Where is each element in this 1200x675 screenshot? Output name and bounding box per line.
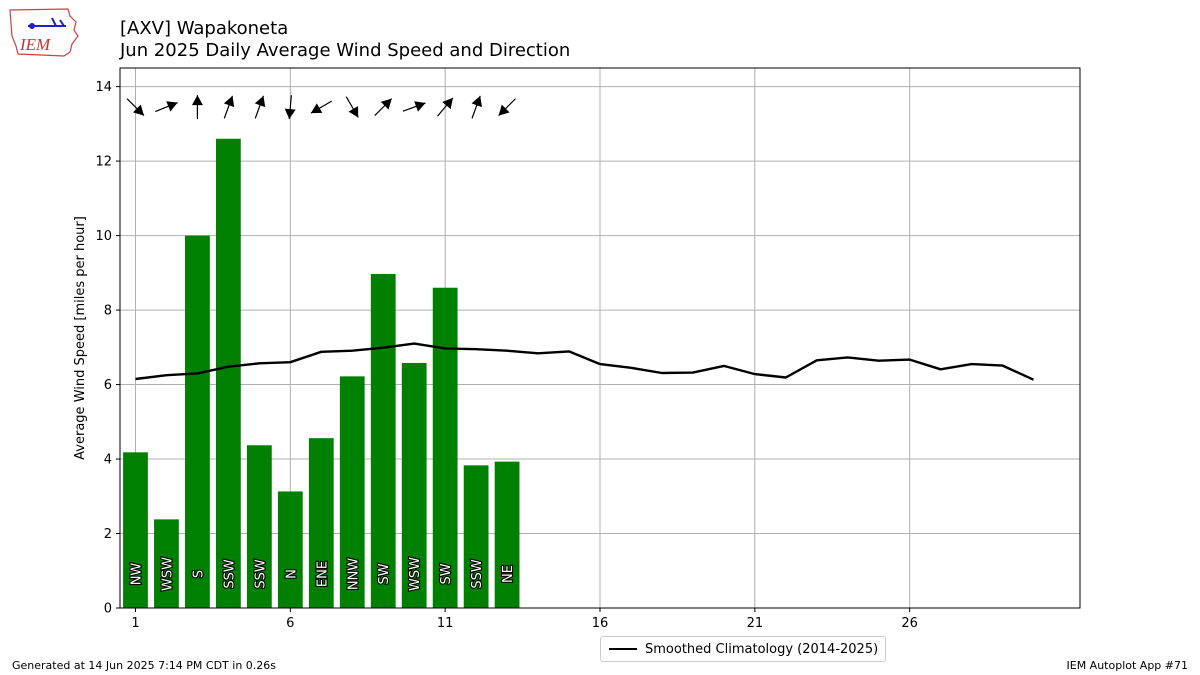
bar [494, 461, 520, 608]
bar [123, 452, 148, 608]
x-tick-label: 21 [747, 616, 764, 631]
wind-arrow [471, 95, 482, 119]
wind-arrow [126, 98, 145, 117]
y-tick-label: 8 [104, 304, 112, 319]
bar [308, 438, 334, 608]
direction-labels: NW WSW S SSW SSW N ENE NNW SW WSW SW SSW NE [128, 556, 517, 592]
chart-title-line1: [AXV] Wapakoneta [120, 18, 289, 39]
y-tick-label: 4 [104, 453, 112, 468]
y-tick-label: 10 [95, 229, 112, 244]
bar [154, 519, 179, 608]
wind-arrow [436, 97, 454, 117]
wind-arrow [402, 101, 426, 112]
direction-label: SW [377, 563, 392, 584]
bar [216, 138, 241, 609]
direction-label: NW [129, 563, 144, 586]
direction-label: ENE [315, 561, 330, 587]
generated-timestamp: Generated at 14 Jun 2025 7:14 PM CDT in … [12, 659, 277, 672]
legend-line-swatch [609, 648, 637, 650]
wind-arrow [310, 100, 332, 114]
grid-lines [120, 68, 1080, 609]
direction-label: SSW [470, 559, 485, 589]
bar [277, 491, 303, 608]
bar [339, 376, 365, 608]
bars [123, 138, 520, 609]
y-axis-label: Average Wind Speed [miles per hour] [73, 216, 88, 460]
direction-label: WSW [160, 557, 175, 591]
direction-label: NE [501, 565, 516, 583]
legend-label: Smoothed Climatology (2014-2025) [645, 641, 879, 657]
y-tick-label: 6 [104, 378, 112, 393]
direction-label: SW [439, 563, 454, 584]
legend: Smoothed Climatology (2014-2025) [600, 636, 887, 662]
wind-arrow [191, 95, 203, 120]
bar [401, 362, 427, 608]
x-tick-label: 1 [131, 616, 139, 631]
app-id: IEM Autoplot App #71 [1066, 659, 1189, 672]
bar [246, 445, 272, 608]
bar [370, 273, 396, 608]
iem-logo: IEM [9, 8, 79, 57]
x-tick-label: 16 [592, 616, 609, 631]
bar [463, 465, 489, 608]
climatology-series [135, 342, 1034, 381]
wind-arrow [345, 96, 359, 118]
wind-arrow [498, 98, 517, 117]
y-tick-label: 0 [104, 602, 112, 617]
wind-arrow [223, 95, 235, 119]
direction-label: SSW [222, 559, 237, 589]
y-tick-label: 12 [95, 155, 112, 170]
direction-label: WSW [408, 557, 423, 591]
climatology-line [135, 342, 1034, 381]
chart-title-line2: Jun 2025 Daily Average Wind Speed and Di… [120, 40, 571, 61]
x-tick-label: 6 [286, 616, 294, 631]
y-tick-label: 14 [95, 80, 112, 95]
x-tick-label: 11 [437, 616, 454, 631]
wind-arrow [155, 101, 178, 113]
bar [185, 235, 210, 608]
direction-label: SSW [253, 559, 268, 589]
wind-arrow [374, 98, 393, 117]
direction-label: S [191, 570, 206, 578]
wind-arrow [254, 95, 266, 119]
bar [432, 287, 458, 608]
direction-label: NNW [346, 558, 361, 590]
direction-arrows [126, 95, 517, 120]
x-tick-label: 26 [901, 616, 918, 631]
logo-text: IEM [19, 35, 51, 54]
wind-arrow [284, 95, 296, 120]
direction-label: N [284, 569, 299, 579]
y-tick-label: 2 [104, 527, 112, 542]
